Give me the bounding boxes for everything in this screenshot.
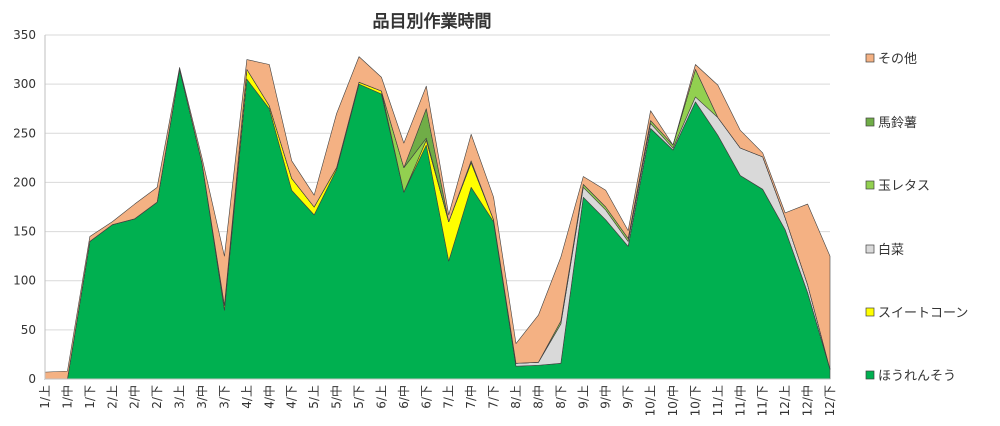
legend-swatch bbox=[865, 370, 875, 380]
x-tick-label: 12/上 bbox=[778, 385, 792, 416]
x-tick-label: 2/上 bbox=[105, 385, 119, 409]
legend-swatch bbox=[865, 244, 875, 254]
y-tick-label: 200 bbox=[13, 175, 36, 189]
plot-areas bbox=[44, 56, 831, 380]
y-tick-label: 150 bbox=[13, 225, 36, 239]
x-tick-label: 10/中 bbox=[665, 385, 680, 416]
x-tick-label: 10/下 bbox=[688, 385, 702, 416]
x-tick-label: 11/中 bbox=[732, 385, 747, 416]
chart-title: 品目別作業時間 bbox=[373, 11, 492, 32]
x-tick-label: 5/上 bbox=[307, 385, 321, 409]
y-tick-label: 350 bbox=[13, 28, 36, 42]
y-tick-label: 250 bbox=[13, 126, 36, 140]
x-tick-label: 8/中 bbox=[530, 385, 545, 409]
x-tick-label: 4/下 bbox=[285, 385, 299, 409]
x-tick-label: 7/上 bbox=[442, 385, 456, 409]
x-tick-label: 11/下 bbox=[756, 385, 770, 416]
x-tick-label: 4/中 bbox=[261, 385, 276, 409]
x-tick-label: 12/下 bbox=[823, 385, 837, 416]
x-tick-label: 1/中 bbox=[59, 385, 74, 409]
y-tick-label: 100 bbox=[13, 274, 36, 288]
legend-label: ほうれんそう bbox=[878, 369, 956, 384]
y-tick-label: 50 bbox=[21, 323, 36, 337]
x-tick-label: 3/中 bbox=[194, 385, 209, 409]
x-tick-label: 5/中 bbox=[329, 385, 344, 409]
x-tick-label: 7/中 bbox=[463, 385, 478, 409]
legend-swatch bbox=[865, 117, 875, 127]
series-area-5 bbox=[44, 56, 831, 380]
x-tick-label: 1/下 bbox=[83, 385, 97, 409]
legend-swatch bbox=[865, 180, 875, 190]
x-tick-label: 2/中 bbox=[127, 385, 142, 409]
x-tick-label: 4/上 bbox=[240, 385, 254, 409]
x-tick-label: 8/下 bbox=[554, 385, 568, 409]
x-tick-label: 6/上 bbox=[374, 385, 388, 409]
x-tick-label: 7/下 bbox=[487, 385, 501, 409]
x-tick-label: 1/上 bbox=[38, 385, 52, 409]
legend-label: 玉レタス bbox=[878, 179, 930, 194]
x-tick-label: 10/上 bbox=[644, 385, 658, 416]
x-tick-label: 3/下 bbox=[217, 385, 231, 409]
legend-label: 白菜 bbox=[878, 242, 904, 258]
x-tick-label: 9/下 bbox=[621, 385, 635, 409]
legend-label: その他 bbox=[878, 52, 917, 67]
x-tick-label: 5/下 bbox=[352, 385, 366, 409]
x-tick-label: 3/上 bbox=[173, 385, 187, 409]
x-axis: 1/上 1/中 1/下 2/上 2/中 2/下 3/上 3/中 3/下 4/上 4/中 4/下 5/上 5… bbox=[38, 378, 837, 416]
legend-swatch bbox=[865, 307, 875, 317]
legend-label: 馬鈴薯 bbox=[878, 116, 917, 131]
legend-label: スイートコーン bbox=[878, 306, 968, 321]
x-tick-label: 8/上 bbox=[509, 385, 523, 409]
x-tick-label: 2/下 bbox=[150, 385, 164, 409]
x-tick-label: 11/上 bbox=[711, 385, 725, 416]
y-tick-label: 0 bbox=[28, 372, 36, 386]
x-tick-label: 9/上 bbox=[576, 385, 590, 409]
x-tick-label: 6/下 bbox=[419, 385, 433, 409]
x-tick-label: 9/中 bbox=[598, 385, 613, 409]
x-tick-label: 12/中 bbox=[800, 385, 815, 416]
y-axis: 0 50 100 150 200 250 300 350 bbox=[13, 28, 46, 386]
legend-swatch bbox=[865, 53, 875, 63]
x-tick-label: 6/中 bbox=[396, 385, 411, 409]
y-tick-label: 300 bbox=[13, 77, 36, 91]
